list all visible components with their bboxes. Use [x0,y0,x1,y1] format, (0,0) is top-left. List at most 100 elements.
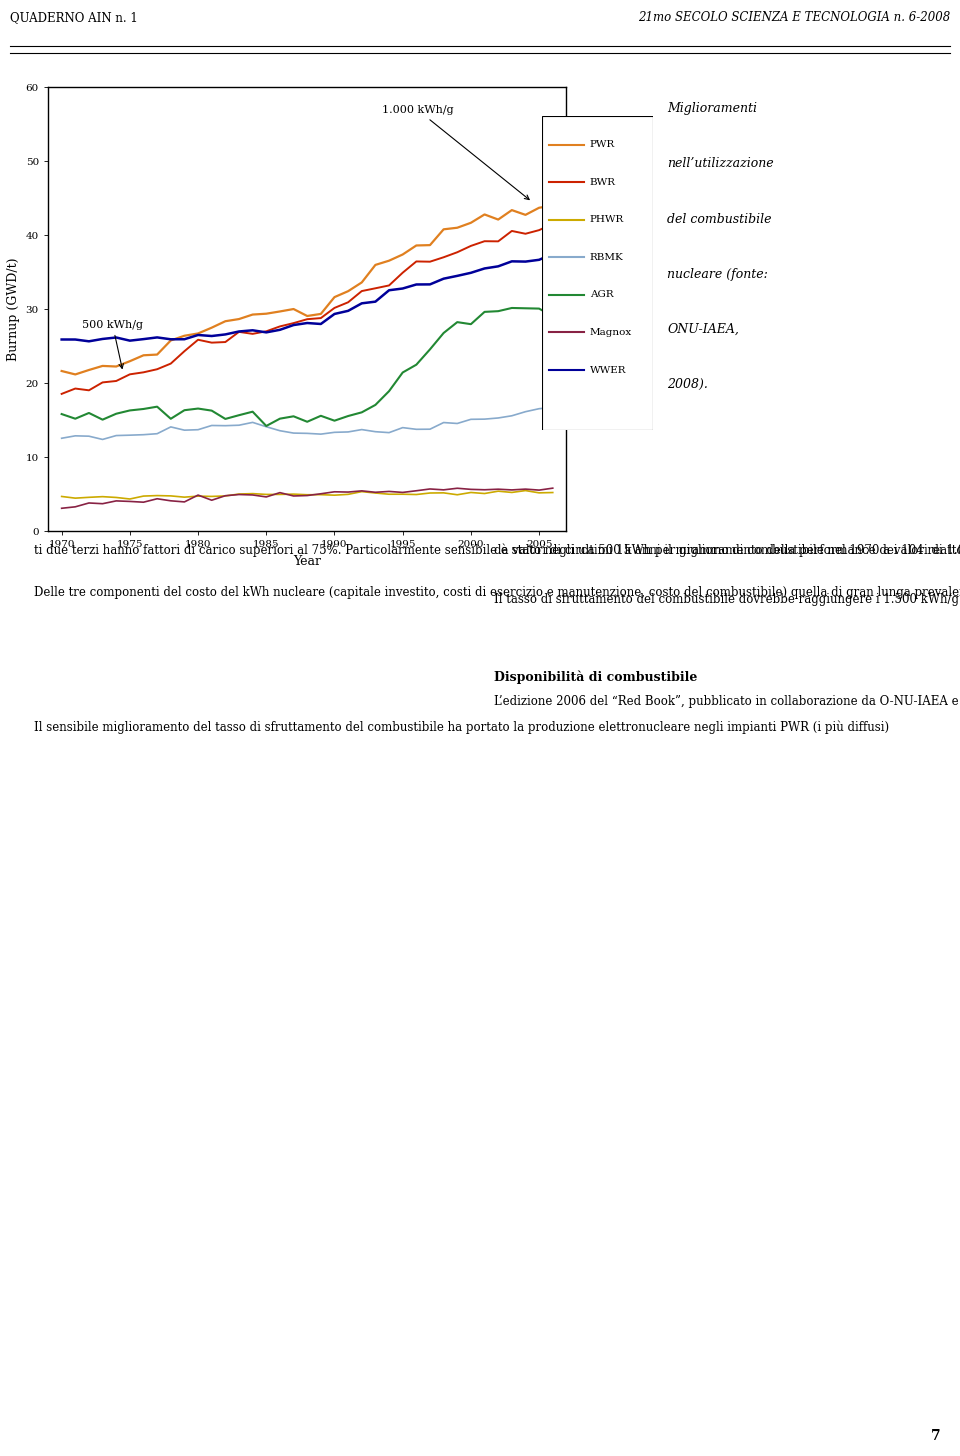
Text: WWER: WWER [589,365,626,374]
PWR [396,246,408,264]
PWR [534,199,545,217]
Y-axis label: Burnup (GWD/t): Burnup (GWD/t) [7,258,20,361]
RBMK [343,424,354,441]
X-axis label: Year: Year [293,555,322,568]
RBMK [492,409,504,427]
AGR [506,300,517,317]
Magnox [260,488,272,505]
AGR [383,383,395,400]
RBMK [152,425,163,443]
WWER [152,329,163,347]
PWR [370,256,381,274]
WWER [356,294,368,312]
PHWR [124,491,135,508]
BWR [383,277,395,294]
Magnox [84,494,95,511]
RBMK [124,427,135,444]
Magnox [247,486,258,504]
BWR [165,355,177,373]
WWER [192,326,204,344]
AGR [206,402,218,419]
BWR [424,253,436,271]
BWR [233,323,245,341]
PHWR [411,486,422,504]
PHWR [383,485,395,502]
WWER [328,306,340,323]
RBMK [179,421,190,438]
Magnox [370,483,381,501]
AGR [438,325,449,342]
Magnox [534,482,545,499]
RBMK [424,421,436,438]
WWER [315,316,326,333]
RBMK [438,414,449,431]
RBMK [451,415,463,432]
PWR [547,197,559,214]
RBMK [466,411,477,428]
Text: 500 kWh/g: 500 kWh/g [83,320,143,368]
PHWR [451,486,463,504]
AGR [97,411,108,428]
BWR [451,243,463,261]
PHWR [438,483,449,501]
Line: PWR: PWR [61,205,553,374]
RBMK [220,416,231,434]
WWER [275,322,286,339]
PWR [506,201,517,218]
Magnox [152,491,163,508]
BWR [97,374,108,392]
Text: ONU-IAEA,: ONU-IAEA, [667,323,739,336]
BWR [301,310,313,328]
BWR [56,386,67,403]
PHWR [179,488,190,505]
PHWR [466,483,477,501]
PHWR [206,488,218,505]
PWR [152,347,163,364]
PHWR [370,485,381,502]
AGR [220,411,231,428]
Line: AGR: AGR [61,309,553,427]
AGR [110,405,122,422]
PHWR [519,482,531,499]
BWR [411,253,422,271]
Magnox [137,494,149,511]
AGR [479,303,491,320]
Magnox [396,483,408,501]
RBMK [233,416,245,434]
WWER [56,331,67,348]
RBMK [519,403,531,421]
PHWR [152,486,163,504]
WWER [84,332,95,349]
RBMK [97,431,108,448]
AGR [411,355,422,373]
PHWR [110,489,122,507]
WWER [370,293,381,310]
Text: PHWR: PHWR [589,215,624,224]
Magnox [206,492,218,510]
Magnox [220,486,231,504]
RBMK [370,422,381,440]
AGR [343,408,354,425]
BWR [137,364,149,381]
PWR [260,304,272,322]
WWER [165,331,177,348]
Magnox [179,494,190,511]
RBMK [506,408,517,425]
BWR [396,264,408,281]
PHWR [220,488,231,505]
RBMK [356,421,368,438]
PWR [233,310,245,328]
AGR [356,403,368,421]
Magnox [124,492,135,510]
AGR [247,403,258,421]
RBMK [165,418,177,435]
BWR [479,233,491,250]
WWER [343,301,354,319]
Text: Il tasso di sfruttamento del combustibile dovrebbe raggiungere i 1.500 kWh/g ent: Il tasso di sfruttamento del combustibil… [494,593,960,606]
AGR [301,414,313,431]
BWR [69,380,81,397]
RBMK [206,416,218,434]
Line: Magnox: Magnox [61,488,553,508]
PHWR [506,483,517,501]
PWR [492,211,504,229]
